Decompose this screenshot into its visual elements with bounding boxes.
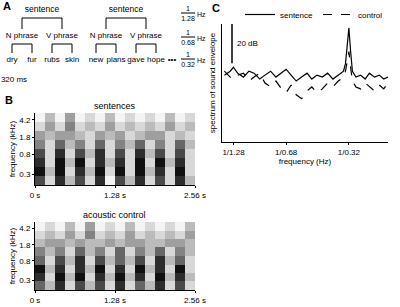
- svg-text:gave: gave: [127, 55, 145, 64]
- svg-text:4.2: 4.2: [19, 115, 31, 124]
- svg-text:•••: •••: [168, 55, 177, 64]
- svg-text:N phrase: N phrase: [6, 31, 39, 40]
- svg-text:N phrase: N phrase: [90, 31, 123, 40]
- svg-text:A: A: [3, 0, 11, 12]
- svg-text:2.56 s: 2.56 s: [184, 191, 206, 200]
- svg-text:sentences: sentences: [94, 101, 136, 111]
- svg-text:1.8: 1.8: [19, 241, 31, 250]
- svg-text:fur: fur: [27, 55, 37, 64]
- svg-text:frequency (kHz): frequency (kHz): [8, 120, 17, 177]
- svg-text:0.68: 0.68: [181, 39, 195, 46]
- svg-text:Hz: Hz: [197, 35, 206, 42]
- svg-text:0.32: 0.32: [181, 61, 195, 68]
- svg-text:1: 1: [186, 5, 190, 12]
- svg-text:0.8: 0.8: [19, 150, 31, 159]
- svg-text:1: 1: [186, 51, 190, 58]
- svg-text:V phrase: V phrase: [46, 31, 79, 40]
- svg-text:frequency (Hz): frequency (Hz): [279, 157, 332, 166]
- svg-text:sentence: sentence: [109, 4, 144, 14]
- svg-text:rubs: rubs: [44, 55, 60, 64]
- svg-text:2.56 s: 2.56 s: [184, 296, 206, 305]
- svg-text:Hz: Hz: [197, 11, 206, 18]
- svg-text:0.8: 0.8: [19, 257, 31, 266]
- svg-text:sentence: sentence: [25, 4, 60, 14]
- svg-text:0.3: 0.3: [19, 170, 31, 179]
- svg-text:V phrase: V phrase: [130, 31, 163, 40]
- svg-text:320 ms: 320 ms: [1, 75, 27, 84]
- svg-text:acoustic control: acoustic control: [83, 210, 146, 220]
- svg-text:1/1.28: 1/1.28: [222, 148, 245, 157]
- svg-text:plans: plans: [106, 55, 125, 64]
- svg-text:1/0.32: 1/0.32: [338, 148, 361, 157]
- svg-text:new: new: [89, 55, 104, 64]
- svg-text:1.28: 1.28: [181, 15, 195, 22]
- svg-text:0 s: 0 s: [30, 296, 41, 305]
- svg-text:control: control: [358, 11, 382, 20]
- svg-text:1.28 s: 1.28 s: [104, 296, 126, 305]
- svg-text:B: B: [5, 94, 13, 106]
- svg-text:1.8: 1.8: [19, 133, 31, 142]
- svg-text:hope: hope: [147, 55, 165, 64]
- svg-text:0 s: 0 s: [30, 191, 41, 200]
- svg-text:1/0.68: 1/0.68: [275, 148, 298, 157]
- svg-text:1: 1: [186, 29, 190, 36]
- svg-text:spectrum of sound envelope: spectrum of sound envelope: [208, 32, 217, 133]
- svg-text:skin: skin: [65, 55, 79, 64]
- svg-text:frequency (kHz): frequency (kHz): [8, 227, 17, 284]
- svg-text:0.3: 0.3: [19, 276, 31, 285]
- svg-text:1.28 s: 1.28 s: [104, 191, 126, 200]
- svg-text:4.2: 4.2: [19, 224, 31, 233]
- svg-text:sentence: sentence: [280, 11, 313, 20]
- svg-text:C: C: [212, 2, 220, 14]
- svg-text:20 dB: 20 dB: [237, 39, 258, 48]
- svg-text:dry: dry: [6, 55, 17, 64]
- svg-text:Hz: Hz: [197, 57, 206, 64]
